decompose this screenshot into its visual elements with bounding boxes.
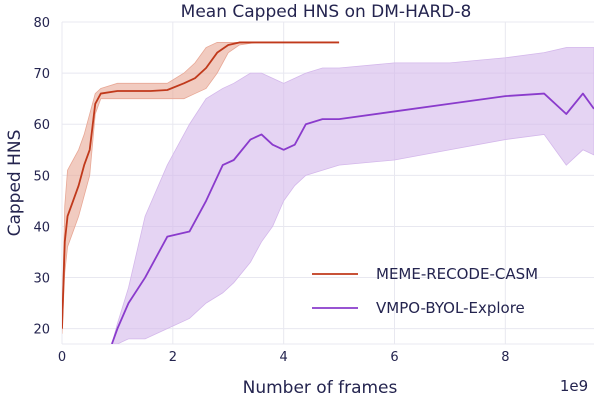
band-vmpo-byol-explore	[111, 47, 594, 344]
x-tick-label: 2	[169, 350, 177, 365]
y-tick-label: 60	[33, 118, 50, 133]
line-meme-recode-casm	[62, 41, 340, 329]
y-tick-label: 70	[33, 67, 50, 82]
x-axis-label: Number of frames	[243, 378, 398, 398]
x-tick-label: 6	[390, 350, 398, 365]
legend-label-meme-recode-casm: MEME-RECODE-CASM	[376, 265, 538, 283]
x-tick-label: 8	[501, 350, 509, 365]
y-tick-label: 30	[33, 272, 50, 287]
x-scale-label: 1e9	[560, 377, 588, 395]
legend-label-vmpo-byol-explore: VMPO-BYOL-Explore	[376, 299, 525, 317]
tick-labels: 0 2 4 6 8 20 30 40 50 60 70 80	[33, 16, 509, 365]
y-tick-label: 50	[33, 169, 50, 184]
y-tick-label: 40	[33, 220, 50, 235]
legend: MEME-RECODE-CASM VMPO-BYOL-Explore	[312, 265, 538, 317]
y-tick-label: 80	[33, 16, 50, 31]
y-tick-label: 20	[33, 323, 50, 338]
line-vmpo-byol-explore	[111, 92, 594, 344]
x-tick-label: 0	[58, 350, 66, 365]
y-axis-label: Capped HNS	[5, 130, 25, 237]
chart-title: Mean Capped HNS on DM-HARD-8	[181, 2, 472, 22]
series-lines	[62, 41, 594, 344]
x-tick-label: 4	[280, 350, 288, 365]
